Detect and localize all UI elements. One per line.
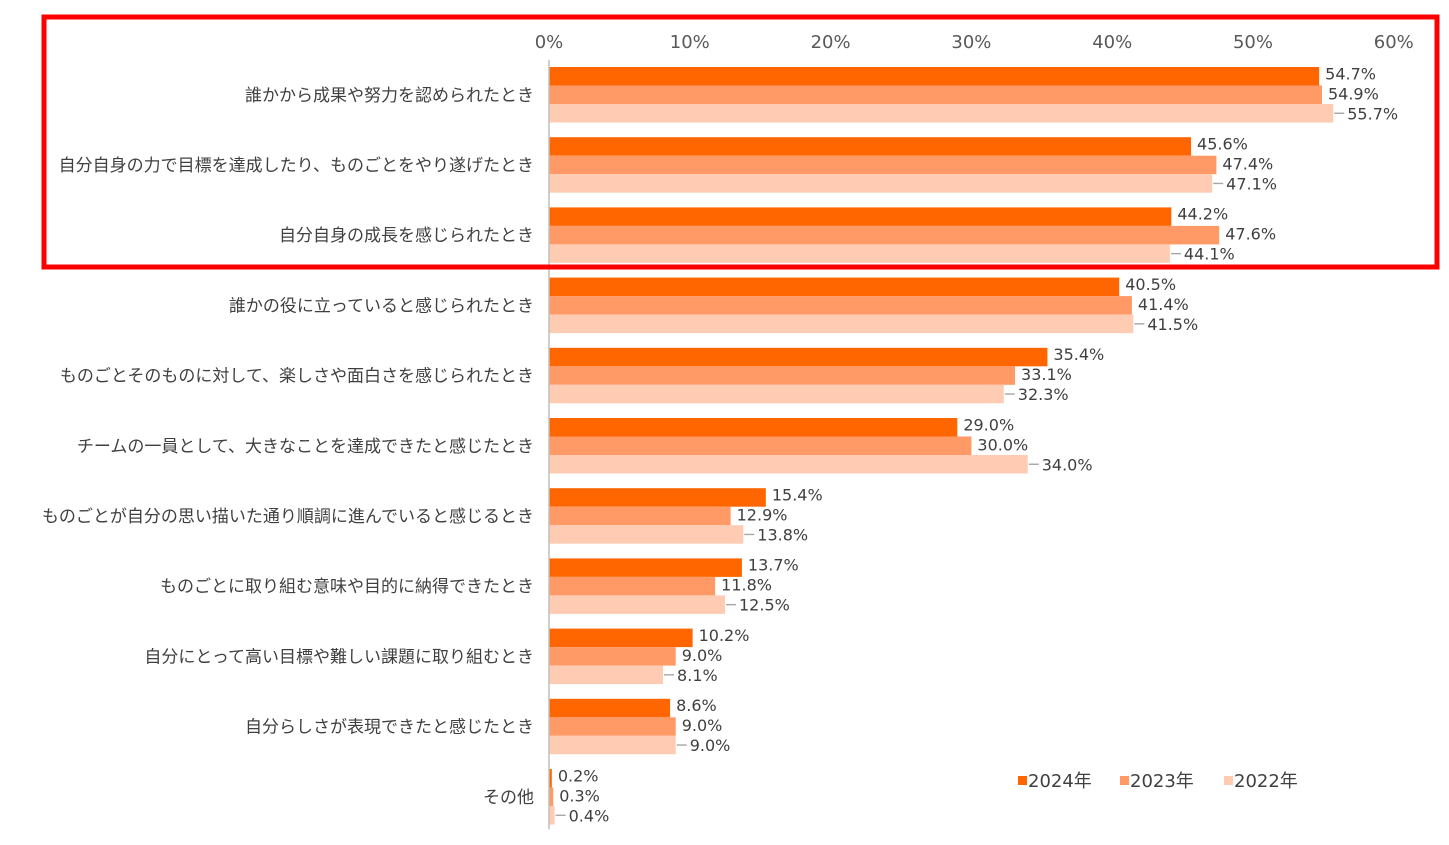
bar-2022年 bbox=[549, 244, 1170, 263]
bar-2022年 bbox=[549, 806, 555, 825]
bar-2022年 bbox=[549, 314, 1134, 334]
bar-2024年 bbox=[549, 207, 1172, 226]
bar-2023年 bbox=[549, 576, 716, 596]
data-label: 10.2% bbox=[699, 626, 750, 645]
data-label: 44.2% bbox=[1177, 205, 1228, 224]
data-label: 12.9% bbox=[737, 505, 788, 524]
data-label: 0.3% bbox=[559, 786, 600, 805]
legend-label: 2023年 bbox=[1130, 771, 1194, 792]
bar-2024年 bbox=[549, 67, 1320, 86]
x-tick-label: 50% bbox=[1233, 32, 1273, 53]
bar-2023年 bbox=[549, 225, 1220, 245]
data-label: 13.7% bbox=[748, 556, 799, 575]
data-label: 54.9% bbox=[1328, 84, 1379, 103]
data-label: 11.8% bbox=[721, 576, 772, 595]
bar-2022年 bbox=[549, 455, 1028, 474]
x-tick-label: 60% bbox=[1374, 32, 1414, 53]
bar-2023年 bbox=[549, 85, 1322, 104]
bar-2022年 bbox=[549, 595, 725, 614]
data-label: 29.0% bbox=[963, 415, 1014, 434]
bar-2024年 bbox=[549, 418, 958, 437]
legend-swatch bbox=[1224, 776, 1233, 785]
bar-2023年 bbox=[549, 647, 676, 666]
data-label: 54.7% bbox=[1325, 64, 1376, 83]
data-label: 40.5% bbox=[1125, 275, 1176, 294]
bar-2022年 bbox=[549, 174, 1213, 193]
bar-2023年 bbox=[549, 155, 1217, 175]
data-label: 12.5% bbox=[739, 596, 790, 615]
data-label: 9.0% bbox=[682, 716, 723, 735]
data-label: 45.6% bbox=[1197, 134, 1248, 153]
category-label: 自分にとって高い目標や難しい課題に取り組むとき bbox=[144, 647, 534, 667]
category-label: 自分らしさが表現できたと感じたとき bbox=[245, 718, 534, 738]
category-label: 誰かから成果や努力を認められたとき bbox=[245, 86, 534, 106]
bar-2023年 bbox=[549, 787, 554, 806]
bar-2023年 bbox=[549, 296, 1132, 315]
bar-2023年 bbox=[549, 366, 1016, 385]
bar-2024年 bbox=[549, 698, 671, 718]
bar-2024年 bbox=[549, 769, 552, 788]
legend-swatch bbox=[1018, 776, 1027, 785]
category-label: ものごとに取り組む意味や目的に納得できたとき bbox=[160, 577, 534, 597]
bar-2023年 bbox=[549, 506, 731, 526]
data-label: 47.1% bbox=[1226, 174, 1277, 193]
data-label: 35.4% bbox=[1053, 345, 1104, 364]
bar-2023年 bbox=[549, 436, 972, 455]
highlight-box bbox=[41, 14, 1440, 270]
bar-2024年 bbox=[549, 558, 742, 577]
data-label: 32.3% bbox=[1018, 385, 1069, 404]
data-label: 44.1% bbox=[1184, 245, 1235, 264]
data-label: 9.0% bbox=[690, 736, 731, 755]
data-label: 13.8% bbox=[757, 525, 808, 544]
category-label: 自分自身の成長を感じられたとき bbox=[279, 226, 534, 246]
bar-2024年 bbox=[549, 347, 1048, 367]
legend-swatch bbox=[1120, 776, 1129, 785]
data-label: 41.5% bbox=[1147, 315, 1198, 334]
x-tick-label: 30% bbox=[951, 32, 991, 53]
data-label: 8.1% bbox=[677, 666, 718, 685]
bar-2024年 bbox=[549, 488, 766, 507]
data-label: 30.0% bbox=[977, 435, 1028, 454]
bar-2024年 bbox=[549, 628, 693, 648]
data-label: 33.1% bbox=[1021, 365, 1072, 384]
bar-2022年 bbox=[549, 665, 664, 685]
data-label: 9.0% bbox=[682, 646, 723, 665]
data-label: 34.0% bbox=[1042, 455, 1093, 474]
data-label: 55.7% bbox=[1347, 104, 1398, 123]
data-label: 8.6% bbox=[676, 696, 717, 715]
category-label: 自分自身の力で目標を達成したり、ものごとをやり遂げたとき bbox=[59, 156, 534, 176]
data-label: 0.2% bbox=[558, 766, 599, 785]
bar-2023年 bbox=[549, 717, 676, 736]
bar-2022年 bbox=[549, 525, 744, 544]
bar-2024年 bbox=[549, 137, 1192, 156]
category-label: ものごとが自分の思い描いた通り順調に進んでいると感じるとき bbox=[42, 507, 534, 527]
bar-2022年 bbox=[549, 735, 676, 755]
legend-label: 2022年 bbox=[1234, 771, 1298, 792]
x-tick-label: 40% bbox=[1092, 32, 1132, 53]
category-label: ものごとそのものに対して、楽しさや面白さを感じられたとき bbox=[60, 367, 534, 387]
bar-2022年 bbox=[549, 384, 1004, 404]
category-label: チームの一員として、大きなことを達成できたと感じたとき bbox=[77, 437, 534, 457]
bar-2024年 bbox=[549, 277, 1120, 297]
legend-label: 2024年 bbox=[1028, 771, 1092, 792]
data-label: 0.4% bbox=[569, 806, 610, 825]
x-tick-label: 10% bbox=[670, 32, 710, 53]
data-label: 47.4% bbox=[1222, 154, 1273, 173]
x-tick-label: 0% bbox=[535, 32, 564, 53]
category-label: その他 bbox=[483, 788, 534, 808]
x-tick-label: 20% bbox=[811, 32, 851, 53]
data-label: 15.4% bbox=[772, 485, 823, 504]
data-label: 41.4% bbox=[1138, 295, 1189, 314]
bar-2022年 bbox=[549, 104, 1334, 123]
category-label: 誰かの役に立っていると感じられたとき bbox=[229, 296, 534, 316]
data-label: 47.6% bbox=[1225, 225, 1276, 244]
